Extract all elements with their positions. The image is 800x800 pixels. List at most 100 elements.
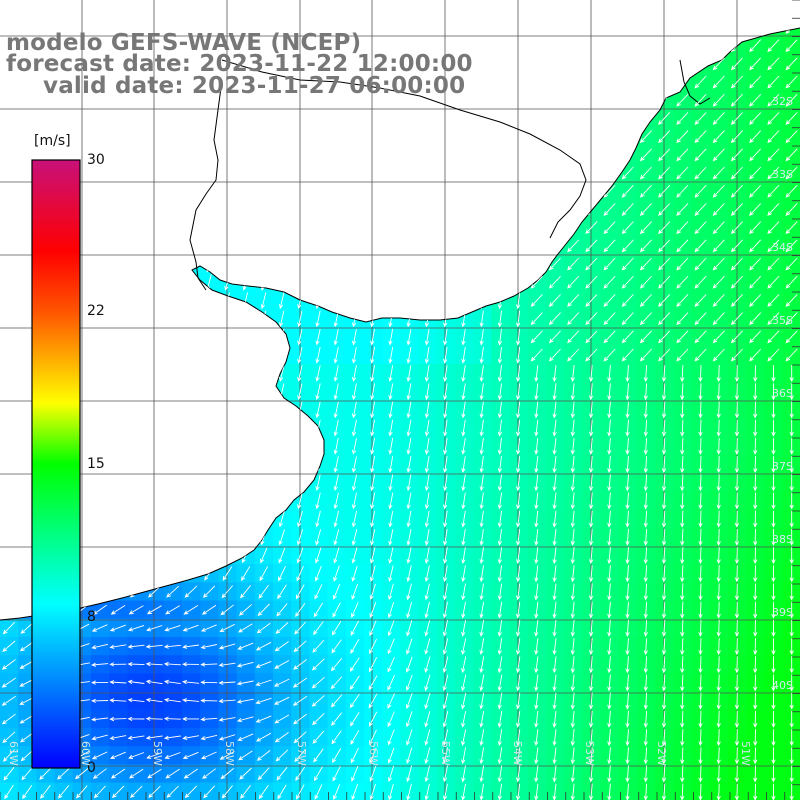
wind-arrow: [658, 257, 671, 271]
wind-arrow: [552, 383, 557, 401]
wind-arrow: [442, 620, 449, 637]
wind-arrow: [278, 529, 286, 546]
wind-arrow: [625, 383, 630, 401]
wind-arrow: [716, 619, 721, 637]
wind-arrow: [405, 656, 413, 673]
latitude-label: 36S: [772, 387, 793, 400]
wind-arrow: [350, 747, 359, 764]
wind-arrow: [767, 312, 780, 326]
wind-arrow: [424, 492, 430, 510]
wind-arrow: [734, 692, 740, 710]
wind-arrow: [607, 528, 612, 546]
wind-arrow: [368, 693, 378, 709]
wind-arrow: [676, 275, 689, 289]
wind-arrow: [256, 732, 272, 742]
wind-arrow: [534, 547, 539, 565]
wind-arrow: [315, 401, 321, 419]
wind-arrow: [676, 257, 689, 271]
latitude-label: 38S: [772, 533, 793, 546]
wind-arrow: [734, 528, 740, 546]
wind-arrow: [406, 437, 412, 455]
wind-arrow: [515, 365, 521, 382]
wind-arrow: [789, 474, 794, 492]
wind-arrow: [238, 750, 253, 761]
wind-arrow: [771, 547, 776, 565]
wind-arrow: [258, 584, 269, 599]
wind-arrow: [680, 710, 685, 728]
wind-arrow: [588, 656, 594, 674]
wind-arrow: [643, 528, 648, 546]
wind-arrow: [753, 747, 758, 765]
wind-arrow: [753, 656, 758, 674]
wind-arrow: [461, 492, 466, 510]
wind-arrow: [255, 679, 272, 686]
wind-arrow: [658, 330, 671, 344]
wind-arrow: [330, 676, 343, 690]
wind-arrow: [661, 492, 667, 510]
wind-arrow: [552, 547, 557, 565]
wind-arrow: [333, 347, 339, 364]
wind-arrow: [388, 565, 394, 583]
wind-arrow: [442, 710, 449, 728]
wind-arrow: [639, 239, 652, 253]
wind-arrow: [388, 346, 394, 364]
latitude-label: 40S: [772, 679, 793, 692]
wind-arrow: [749, 294, 762, 307]
wind-arrow: [406, 565, 412, 583]
wind-arrow: [658, 275, 671, 289]
wind-arrow: [182, 735, 200, 741]
wind-cell: [782, 28, 800, 37]
wind-arrow: [771, 674, 776, 692]
wind-arrow: [406, 765, 413, 783]
wind-arrow: [680, 547, 685, 565]
wind-arrow: [661, 528, 667, 546]
wind-arrow: [91, 680, 109, 685]
wind-arrow: [548, 275, 561, 289]
wind-arrow: [661, 565, 667, 583]
wind-arrow: [534, 692, 539, 710]
wind-arrow: [789, 510, 794, 528]
wind-arrow: [716, 674, 721, 692]
wind-arrow: [330, 657, 343, 672]
wind-arrow: [712, 312, 725, 326]
wind-arrow: [534, 710, 539, 728]
wind-arrow: [698, 510, 703, 528]
wind-arrow: [479, 765, 485, 783]
wind-arrow: [734, 601, 740, 619]
wind-arrow: [749, 330, 762, 344]
wind-arrow: [734, 474, 740, 492]
wind-arrow: [694, 93, 707, 107]
wind-arrow: [588, 619, 594, 637]
wind-arrow: [570, 656, 575, 674]
wind-arrow: [479, 492, 484, 510]
wind-arrow: [785, 348, 798, 362]
wind-arrow: [625, 638, 630, 656]
wind-arrow: [767, 330, 780, 344]
wind-arrow: [552, 401, 557, 419]
wind-arrow: [91, 624, 108, 632]
wind-arrow: [479, 619, 485, 637]
wind-arrow: [218, 734, 236, 741]
wind-arrow: [163, 735, 181, 740]
wind-arrow: [330, 694, 343, 708]
wind-arrow: [789, 492, 794, 510]
wind-arrow: [625, 747, 630, 765]
wind-arrow: [332, 784, 341, 800]
wind-arrow: [278, 365, 285, 382]
wind-arrow: [552, 601, 557, 619]
wind-arrow: [698, 474, 703, 492]
wind-arrow: [182, 624, 199, 632]
wind-arrow: [315, 547, 322, 564]
wind-arrow: [753, 528, 758, 546]
wind-arrow: [789, 692, 794, 710]
wind-arrow: [461, 456, 466, 474]
wind-arrow: [643, 656, 648, 674]
border-line: [189, 59, 711, 291]
wind-arrow: [771, 710, 776, 728]
wind-arrow: [202, 768, 216, 779]
wind-arrow: [603, 239, 616, 253]
wind-arrow: [387, 620, 395, 637]
wind-arrow: [297, 310, 303, 328]
wind-arrow: [585, 257, 598, 271]
wind-arrow: [240, 785, 251, 799]
